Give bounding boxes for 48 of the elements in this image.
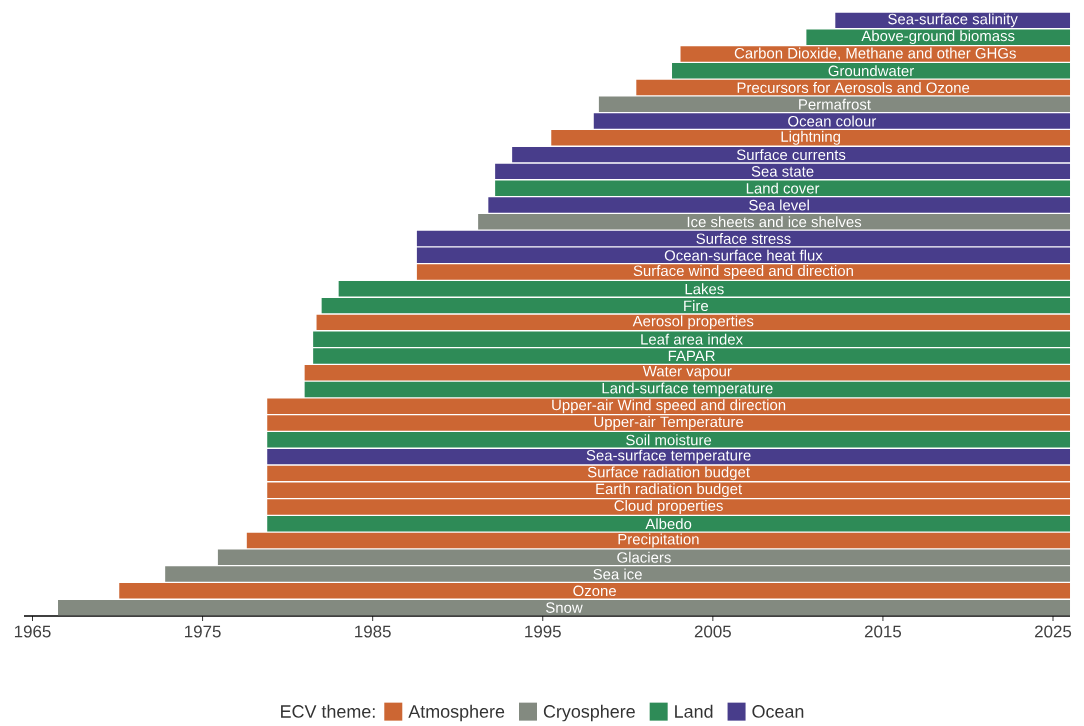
y-tick-label: Surface wind speed and direction <box>633 265 853 280</box>
y-tick-label: Lightning <box>781 130 840 145</box>
legend-title: ECV theme: <box>281 704 375 718</box>
y-tick-label: Water vapour <box>642 366 732 380</box>
y-tick-label: Albedo <box>645 518 692 530</box>
y-tick-label: Sea-surface temperature <box>586 449 751 464</box>
y-tick-label: Precursors for Aerosols and Ozone <box>737 82 970 93</box>
y-tick-label: Sea state <box>751 166 814 177</box>
y-tick-label: Sea ice <box>593 568 642 580</box>
y-tick-label: Soil moisture <box>626 434 712 446</box>
y-tick-label: Carbon Dioxide, Methane and other GHGs <box>734 47 1016 61</box>
y-tick-label: Sea-surface salinity <box>888 13 1018 28</box>
x-tick-label: 1985 <box>355 625 391 638</box>
y-tick-label: Surface stress <box>696 233 791 244</box>
y-tick-label: Earth radiation budget <box>596 483 742 498</box>
y-tick-label: Sea level <box>749 199 809 211</box>
y-tick-label: Surface currents <box>736 149 846 161</box>
y-tick-label: Groundwater <box>828 65 914 77</box>
y-tick-label: Ocean colour <box>788 115 877 127</box>
legend-label: Land <box>675 704 713 718</box>
legend-label: Cryosphere <box>543 704 635 722</box>
y-tick-label: Cloud properties <box>614 499 723 514</box>
y-tick-label: Glaciers <box>617 551 671 563</box>
y-tick-label: Ice sheets and ice shelves <box>687 216 862 228</box>
x-tick-label: 2005 <box>694 625 731 638</box>
y-tick-label: Fire <box>684 300 709 312</box>
y-tick-label: Permafrost <box>799 98 871 110</box>
y-tick-label: Ozone <box>573 585 616 597</box>
x-tick-label: 1975 <box>185 625 221 638</box>
y-tick-label: Upper-air Temperature <box>594 416 744 431</box>
y-tick-label: Lakes <box>685 283 724 295</box>
x-tick-label: 2015 <box>864 625 902 638</box>
y-tick-label: Above-ground biomass <box>861 30 1015 45</box>
y-tick-label: Precipitation <box>618 533 699 548</box>
y-tick-label: Land cover <box>746 182 820 194</box>
legend-label: Atmosphere <box>408 704 505 722</box>
y-tick-label: Aerosol properties <box>632 315 754 330</box>
y-tick-label: Land-surface temperature <box>602 382 773 397</box>
x-tick-label: 1965 <box>14 625 51 638</box>
y-tick-label: Upper-air Wind speed and direction <box>552 399 786 414</box>
x-tick-label: 1995 <box>525 625 561 638</box>
y-tick-label: Ocean-surface heat flux <box>664 249 823 261</box>
y-tick-label: Snow <box>546 602 583 613</box>
y-tick-label: FAPAR <box>668 350 715 362</box>
x-tick-label: 2025 <box>1035 625 1072 638</box>
y-tick-label: Surface radiation budget <box>587 466 750 481</box>
legend-label: Ocean <box>752 705 804 718</box>
y-tick-label: Leaf area index <box>641 333 743 345</box>
